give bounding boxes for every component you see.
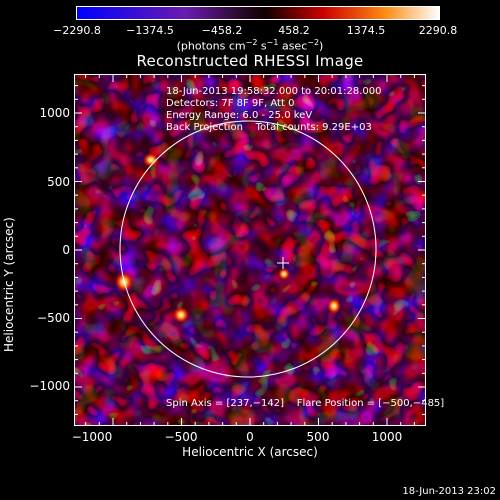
y-tick-label: 1000 <box>39 106 70 120</box>
y-tick-label: −500 <box>37 311 70 325</box>
colorbar-tick-label: 2290.8 <box>418 24 458 37</box>
colorbar-tick-label: 458.2 <box>278 24 310 37</box>
y-axis-label: Heliocentric Y (arcsec) <box>2 217 16 352</box>
x-tick-label: 0 <box>246 430 254 444</box>
source-blob <box>173 307 189 323</box>
y-tick-label: 500 <box>47 175 70 189</box>
colorbar-tick-label: −458.2 <box>201 24 243 37</box>
source-blob <box>278 268 290 280</box>
image-canvas <box>74 74 426 426</box>
image-noise <box>74 74 426 426</box>
x-tick-label: −1000 <box>71 430 113 444</box>
source-blob <box>327 298 341 314</box>
x-axis-label: Heliocentric X (arcsec) <box>182 445 318 459</box>
colorbar-tick-label: −2290.8 <box>53 24 101 37</box>
detectors-text: Detectors: 7F 8F 9F, Att 0 <box>166 98 295 109</box>
rhessi-image: 18-Jun-2013 19:58:32.000 to 20:01:28.000… <box>74 74 444 426</box>
time-range-text: 18-Jun-2013 19:58:32.000 to 20:01:28.000 <box>166 86 382 97</box>
method-counts-text: Back Projection Total counts: 9.29E+03 <box>166 122 372 133</box>
colorbar-gradient <box>77 7 439 19</box>
energy-range-text: Energy Range: 6.0 - 25.0 keV <box>166 110 313 121</box>
source-blob <box>143 153 159 167</box>
y-tick-label: −1000 <box>29 379 70 393</box>
y-tick-label: 0 <box>62 243 70 257</box>
axis-ticks <box>74 74 426 426</box>
x-tick-label: −500 <box>164 430 198 444</box>
timestamp: 18-Jun-2013 23:02 <box>402 486 496 497</box>
plot-title: Reconstructed RHESSI Image <box>136 52 364 70</box>
colorbar <box>76 6 440 20</box>
x-tick-label: 1000 <box>371 430 403 444</box>
colorbar-units: (photons cm−2 s−1 asec−2) <box>176 38 324 53</box>
x-tick-label: 500 <box>306 430 330 444</box>
colorbar-tick-label: 1374.5 <box>346 24 386 37</box>
colorbar-tick-label: −1374.5 <box>126 24 174 37</box>
solar-limb-circle <box>119 120 377 378</box>
spin-flare-text: Spin Axis = [237,−142] Flare Position = … <box>166 398 445 409</box>
